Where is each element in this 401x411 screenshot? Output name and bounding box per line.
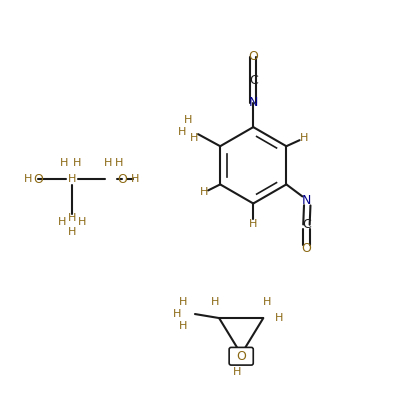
Text: H: H [68, 174, 76, 185]
Text: H: H [130, 174, 138, 185]
Text: O: O [33, 173, 43, 186]
Text: H: H [275, 313, 283, 323]
Text: N: N [248, 97, 257, 109]
Text: H: H [114, 158, 122, 168]
Text: O: O [236, 350, 245, 363]
Text: O: O [248, 50, 257, 63]
Text: H: H [263, 297, 271, 307]
Text: O: O [117, 173, 127, 186]
Text: H: H [300, 133, 308, 143]
Text: H: H [211, 297, 219, 307]
Text: H: H [73, 158, 81, 168]
Text: O: O [301, 242, 311, 255]
Text: H: H [189, 133, 198, 143]
Text: H: H [172, 309, 180, 319]
Text: C: C [248, 74, 257, 88]
Text: N: N [301, 194, 310, 207]
Text: H: H [177, 127, 186, 137]
Text: H: H [68, 212, 76, 223]
Text: H: H [60, 158, 68, 168]
Text: H: H [178, 297, 186, 307]
Text: H: H [183, 115, 192, 125]
Text: H: H [233, 367, 241, 377]
Text: H: H [58, 217, 66, 226]
Text: H: H [199, 187, 208, 197]
Text: C: C [301, 218, 310, 231]
Text: H: H [178, 321, 186, 331]
Text: H: H [104, 158, 112, 168]
Text: H: H [68, 226, 76, 237]
FancyBboxPatch shape [229, 347, 253, 365]
Text: H: H [24, 174, 32, 185]
Text: H: H [78, 217, 86, 226]
Text: H: H [249, 219, 257, 229]
